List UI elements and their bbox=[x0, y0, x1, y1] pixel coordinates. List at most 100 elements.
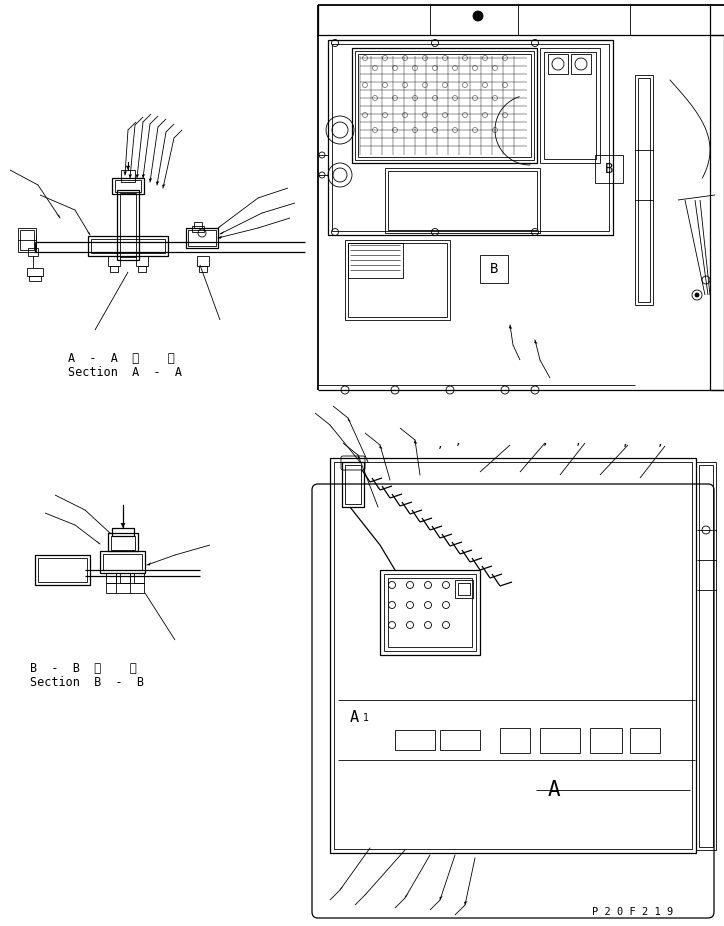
Bar bbox=[138, 266, 146, 272]
Bar bbox=[103, 554, 142, 570]
Polygon shape bbox=[96, 541, 100, 544]
Bar bbox=[348, 243, 403, 278]
Bar bbox=[134, 573, 144, 583]
Bar bbox=[108, 533, 138, 551]
Bar bbox=[199, 266, 207, 272]
Bar bbox=[20, 230, 34, 250]
Bar bbox=[328, 40, 613, 235]
Bar bbox=[395, 730, 435, 750]
Bar bbox=[388, 578, 472, 647]
Bar bbox=[111, 536, 135, 550]
Bar bbox=[342, 462, 364, 507]
Bar bbox=[110, 266, 118, 272]
Bar bbox=[384, 574, 476, 651]
Bar bbox=[330, 458, 696, 853]
Text: ,: , bbox=[622, 438, 628, 448]
Bar bbox=[355, 51, 534, 160]
Bar bbox=[28, 248, 38, 256]
Polygon shape bbox=[218, 224, 222, 228]
Bar bbox=[458, 583, 470, 595]
Polygon shape bbox=[330, 425, 334, 429]
Bar bbox=[544, 52, 596, 159]
Bar bbox=[388, 171, 537, 230]
Polygon shape bbox=[106, 530, 110, 533]
Bar bbox=[120, 193, 136, 257]
Polygon shape bbox=[405, 895, 408, 898]
Text: ,: , bbox=[575, 437, 581, 447]
Bar bbox=[440, 730, 480, 750]
Bar bbox=[696, 462, 716, 850]
Bar bbox=[112, 178, 144, 194]
Circle shape bbox=[473, 11, 483, 21]
Text: 1: 1 bbox=[363, 713, 369, 723]
Text: Section  A  -  A: Section A - A bbox=[68, 366, 182, 379]
Bar bbox=[548, 54, 568, 74]
Bar bbox=[112, 528, 134, 536]
Bar bbox=[115, 180, 141, 192]
Polygon shape bbox=[379, 445, 383, 449]
Bar bbox=[91, 239, 165, 253]
Bar bbox=[117, 190, 139, 260]
Text: B  -  B  断    面: B - B 断 面 bbox=[30, 661, 137, 674]
Polygon shape bbox=[464, 901, 468, 905]
Bar bbox=[595, 155, 623, 183]
Bar bbox=[106, 573, 116, 583]
Bar bbox=[192, 226, 204, 232]
Text: P 2 0 F 2 1 9: P 2 0 F 2 1 9 bbox=[592, 907, 673, 917]
Bar bbox=[334, 462, 692, 849]
Text: A  -  A  断    面: A - A 断 面 bbox=[68, 352, 175, 365]
Bar bbox=[29, 276, 41, 281]
Bar bbox=[630, 728, 660, 753]
Bar bbox=[108, 256, 120, 266]
Text: ,: , bbox=[455, 437, 461, 447]
Polygon shape bbox=[220, 231, 224, 234]
Bar bbox=[345, 465, 361, 504]
Bar bbox=[100, 551, 145, 573]
Bar bbox=[121, 170, 135, 182]
Text: B: B bbox=[605, 162, 613, 176]
Bar bbox=[590, 728, 622, 753]
Bar bbox=[194, 222, 202, 228]
Bar bbox=[540, 48, 600, 163]
Bar bbox=[480, 255, 508, 283]
Bar bbox=[571, 54, 591, 74]
Bar bbox=[18, 228, 36, 252]
Polygon shape bbox=[156, 181, 159, 185]
Polygon shape bbox=[439, 896, 443, 900]
Bar bbox=[120, 573, 130, 583]
Bar bbox=[699, 465, 713, 847]
Bar bbox=[197, 256, 209, 266]
Polygon shape bbox=[218, 235, 222, 239]
Bar bbox=[348, 243, 447, 317]
Bar bbox=[638, 78, 650, 302]
Bar bbox=[27, 268, 43, 276]
Polygon shape bbox=[365, 891, 369, 895]
Text: ,: , bbox=[437, 440, 443, 450]
Text: ,: , bbox=[657, 438, 663, 448]
Bar bbox=[88, 236, 168, 256]
Text: B: B bbox=[490, 262, 498, 276]
Bar bbox=[352, 48, 537, 163]
Polygon shape bbox=[87, 232, 90, 235]
Bar bbox=[380, 570, 480, 655]
Polygon shape bbox=[147, 562, 151, 566]
Bar bbox=[455, 580, 473, 598]
Bar bbox=[345, 240, 450, 320]
Polygon shape bbox=[348, 418, 351, 422]
Bar bbox=[540, 728, 580, 753]
Polygon shape bbox=[121, 523, 125, 528]
Polygon shape bbox=[162, 184, 166, 188]
Bar bbox=[358, 54, 531, 157]
Polygon shape bbox=[135, 174, 139, 178]
Polygon shape bbox=[56, 213, 60, 218]
Polygon shape bbox=[148, 179, 152, 182]
Bar bbox=[188, 230, 216, 246]
Bar bbox=[500, 728, 530, 753]
Bar bbox=[186, 228, 218, 248]
Bar bbox=[136, 256, 148, 266]
Text: A: A bbox=[548, 780, 560, 800]
Text: ,: , bbox=[542, 437, 548, 447]
Polygon shape bbox=[509, 325, 513, 329]
Bar bbox=[35, 555, 90, 585]
Polygon shape bbox=[142, 174, 146, 178]
